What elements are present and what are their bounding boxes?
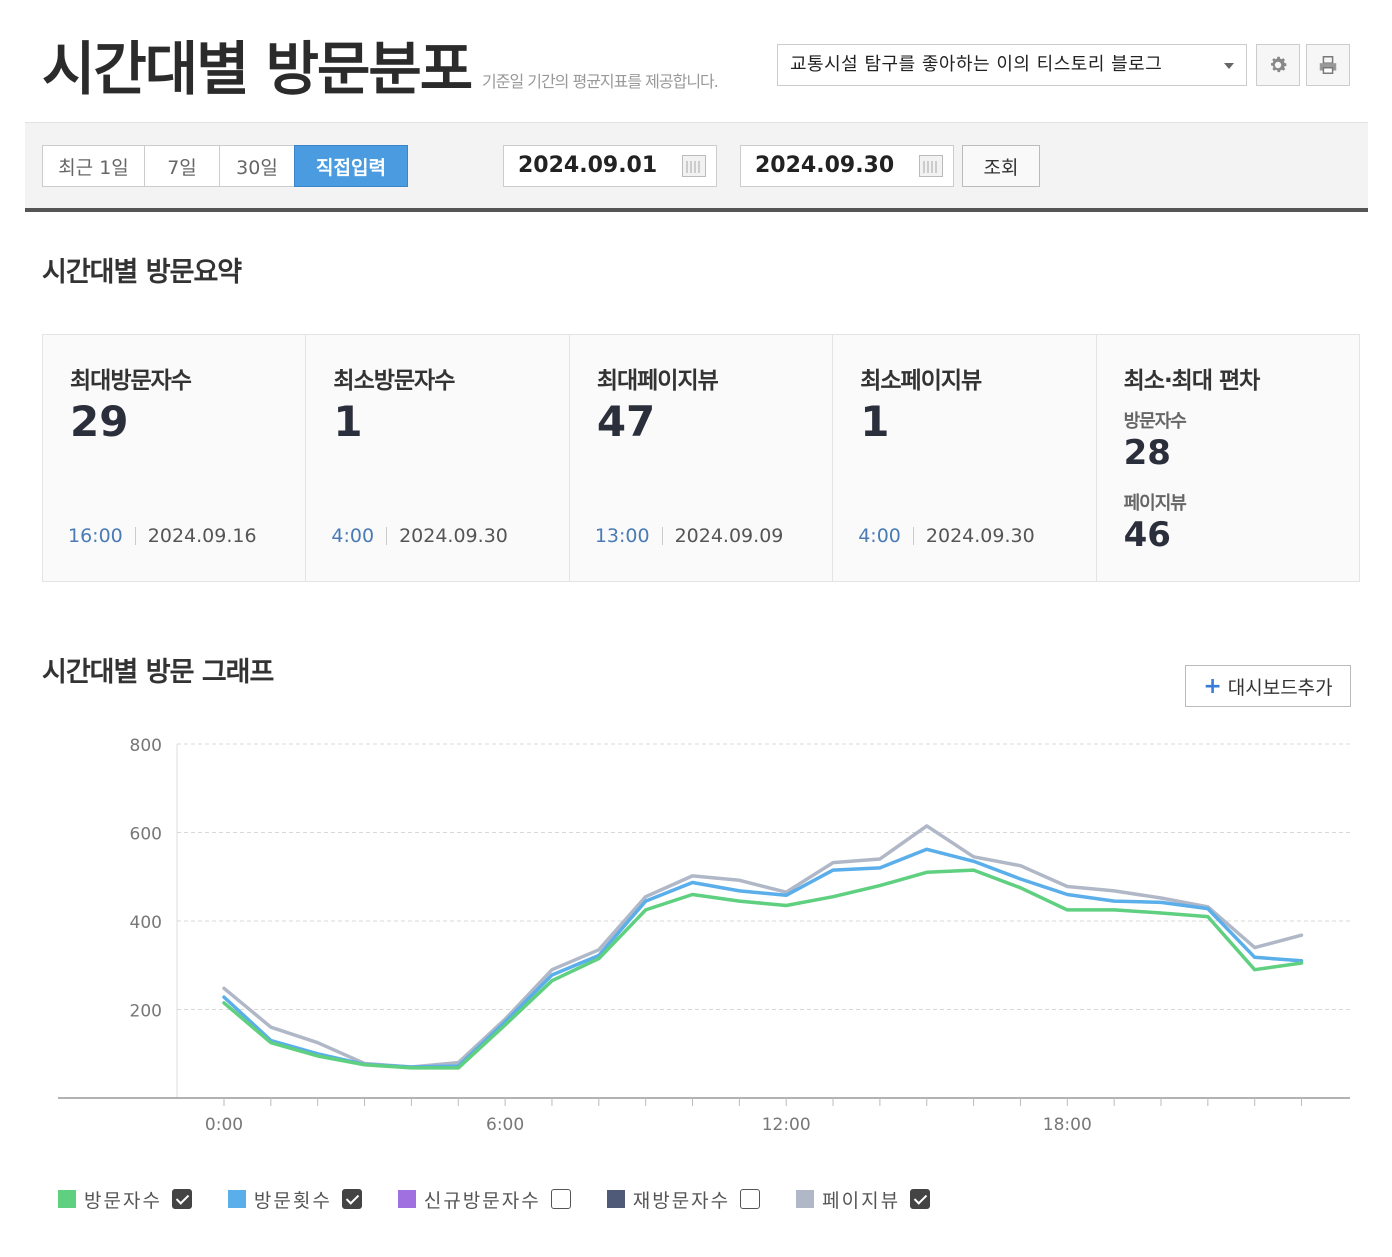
y-tick-label: 600 xyxy=(130,825,162,845)
add-dashboard-button[interactable]: + 대시보드추가 xyxy=(1185,665,1351,707)
legend-item-pageviews[interactable]: 페이지뷰 xyxy=(796,1186,931,1213)
print-button[interactable] xyxy=(1306,44,1350,86)
summary-cell-min-visitors: 최소방문자수 1 4:00 2024.09.30 xyxy=(306,335,570,581)
summary-label: 최소·최대 편차 xyxy=(1123,368,1261,394)
summary-time: 16:00 xyxy=(68,525,123,547)
summary-time: 4:00 xyxy=(858,525,901,547)
summary-date: 2024.09.09 xyxy=(674,525,784,547)
x-tick-label: 12:00 xyxy=(762,1115,811,1135)
legend-label: 재방문자수 xyxy=(632,1189,731,1212)
calendar-icon[interactable] xyxy=(682,155,706,177)
summary-label: 최대방문자수 xyxy=(70,368,192,394)
gear-icon xyxy=(1271,56,1287,73)
legend-swatch xyxy=(58,1190,76,1208)
summary-date: 2024.09.16 xyxy=(147,525,257,547)
filter-bar: 최근 1일 7일 30일 직접입력 2024.09.01 - 2024.09.3… xyxy=(25,122,1368,212)
summary-timestamp: 4:00 2024.09.30 xyxy=(858,525,1034,547)
series-line xyxy=(222,847,1304,1069)
legend-swatch xyxy=(397,1190,416,1208)
x-tick-label: 6:00 xyxy=(486,1115,524,1135)
summary-cell-max-visitors: 최대방문자수 29 16:00 2024.09.16 xyxy=(43,335,307,581)
plus-icon: + xyxy=(1203,673,1222,699)
legend-item-new-visitors[interactable]: 신규방문자수 xyxy=(397,1186,571,1213)
x-tick-label: 18:00 xyxy=(1043,1115,1092,1135)
summary-title: 시간대별 방문요약 xyxy=(42,257,242,288)
series-line xyxy=(222,868,1304,1070)
visit-line-chart: 200 400 600 800 0:00 6:00 12:00 18:00 xyxy=(58,736,1350,1135)
summary-time: 13:00 xyxy=(594,525,650,547)
summary-value: 1 xyxy=(860,397,890,446)
legend-checkbox[interactable] xyxy=(550,1189,571,1209)
legend-swatch xyxy=(796,1190,815,1208)
legend-swatch xyxy=(227,1190,246,1208)
range-button-30days[interactable]: 30일 xyxy=(219,145,295,187)
chart-legend: 방문자수 방문횟수 신규방문자수 재방문자수 페이지뷰 xyxy=(58,1186,966,1212)
legend-swatch xyxy=(606,1190,625,1208)
summary-value: 1 xyxy=(333,397,363,446)
legend-item-returning-visitors[interactable]: 재방문자수 xyxy=(606,1186,761,1213)
end-date-field[interactable]: 2024.09.30 xyxy=(740,145,954,187)
summary-timestamp: 13:00 2024.09.09 xyxy=(595,525,784,547)
printer-icon xyxy=(1319,56,1337,74)
query-button[interactable]: 조회 xyxy=(962,145,1040,187)
legend-item-visits[interactable]: 방문횟수 xyxy=(227,1186,362,1213)
summary-time: 4:00 xyxy=(331,525,375,547)
summary-date: 2024.09.30 xyxy=(399,525,508,547)
deviation-visitors-label: 방문자수 xyxy=(1123,411,1187,432)
start-date-value: 2024.09.01 xyxy=(518,153,658,178)
range-button-1day[interactable]: 최근 1일 xyxy=(42,145,145,187)
chevron-down-icon xyxy=(1224,63,1234,69)
deviation-pageviews-value: 46 xyxy=(1123,515,1171,555)
legend-checkbox[interactable] xyxy=(171,1189,192,1209)
graph-title: 시간대별 방문 그래프 xyxy=(42,657,274,688)
summary-panel: 최대방문자수 29 16:00 2024.09.16 최소방문자수 1 4:00 2… xyxy=(42,334,1360,582)
summary-label: 최소방문자수 xyxy=(333,368,455,394)
legend-label: 신규방문자수 xyxy=(423,1189,541,1212)
legend-label: 페이지뷰 xyxy=(822,1189,901,1212)
page-title: 시간대별 방문분포 xyxy=(42,35,473,103)
blog-select[interactable]: 교통시설 탐구를 좋아하는 이의 티스토리 블로그 xyxy=(777,44,1247,86)
legend-checkbox[interactable] xyxy=(910,1189,931,1209)
x-tick-label: 0:00 xyxy=(205,1115,243,1135)
deviation-pageviews-label: 페이지뷰 xyxy=(1123,493,1187,514)
range-button-7days[interactable]: 7일 xyxy=(144,145,220,187)
legend-label: 방문자수 xyxy=(84,1189,162,1212)
add-dashboard-label: 대시보드추가 xyxy=(1227,676,1333,699)
calendar-icon[interactable] xyxy=(919,155,943,177)
legend-item-visitors[interactable]: 방문자수 xyxy=(58,1186,192,1213)
legend-checkbox[interactable] xyxy=(740,1189,761,1209)
y-tick-label: 800 xyxy=(130,736,162,756)
summary-timestamp: 16:00 2024.09.16 xyxy=(68,525,257,547)
deviation-visitors-value: 28 xyxy=(1123,433,1171,473)
start-date-field[interactable]: 2024.09.01 xyxy=(503,145,717,187)
summary-cell-min-pageviews: 최소페이지뷰 1 4:00 2024.09.30 xyxy=(833,335,1097,581)
summary-label: 최소페이지뷰 xyxy=(860,368,982,394)
legend-label: 방문횟수 xyxy=(253,1189,332,1212)
y-tick-label: 200 xyxy=(130,1002,162,1022)
settings-button[interactable] xyxy=(1256,44,1300,86)
summary-value: 29 xyxy=(70,397,129,446)
summary-date: 2024.09.30 xyxy=(925,525,1035,547)
blog-select-value: 교통시설 탐구를 좋아하는 이의 티스토리 블로그 xyxy=(790,54,1163,75)
summary-cell-deviation: 최소·최대 편차 방문자수 28 페이지뷰 46 xyxy=(1096,335,1360,581)
summary-label: 최대페이지뷰 xyxy=(596,368,719,394)
page-description: 기준일 기간의 평균지표를 제공합니다. xyxy=(482,72,719,91)
end-date-value: 2024.09.30 xyxy=(755,153,895,178)
summary-cell-max-pageviews: 최대페이지뷰 47 13:00 2024.09.09 xyxy=(569,335,834,581)
summary-timestamp: 4:00 2024.09.30 xyxy=(331,525,507,547)
y-tick-label: 400 xyxy=(130,913,162,933)
legend-checkbox[interactable] xyxy=(341,1189,362,1209)
summary-value: 47 xyxy=(596,397,656,446)
series-line xyxy=(222,824,1304,1069)
range-button-custom[interactable]: 직접입력 xyxy=(294,145,408,187)
